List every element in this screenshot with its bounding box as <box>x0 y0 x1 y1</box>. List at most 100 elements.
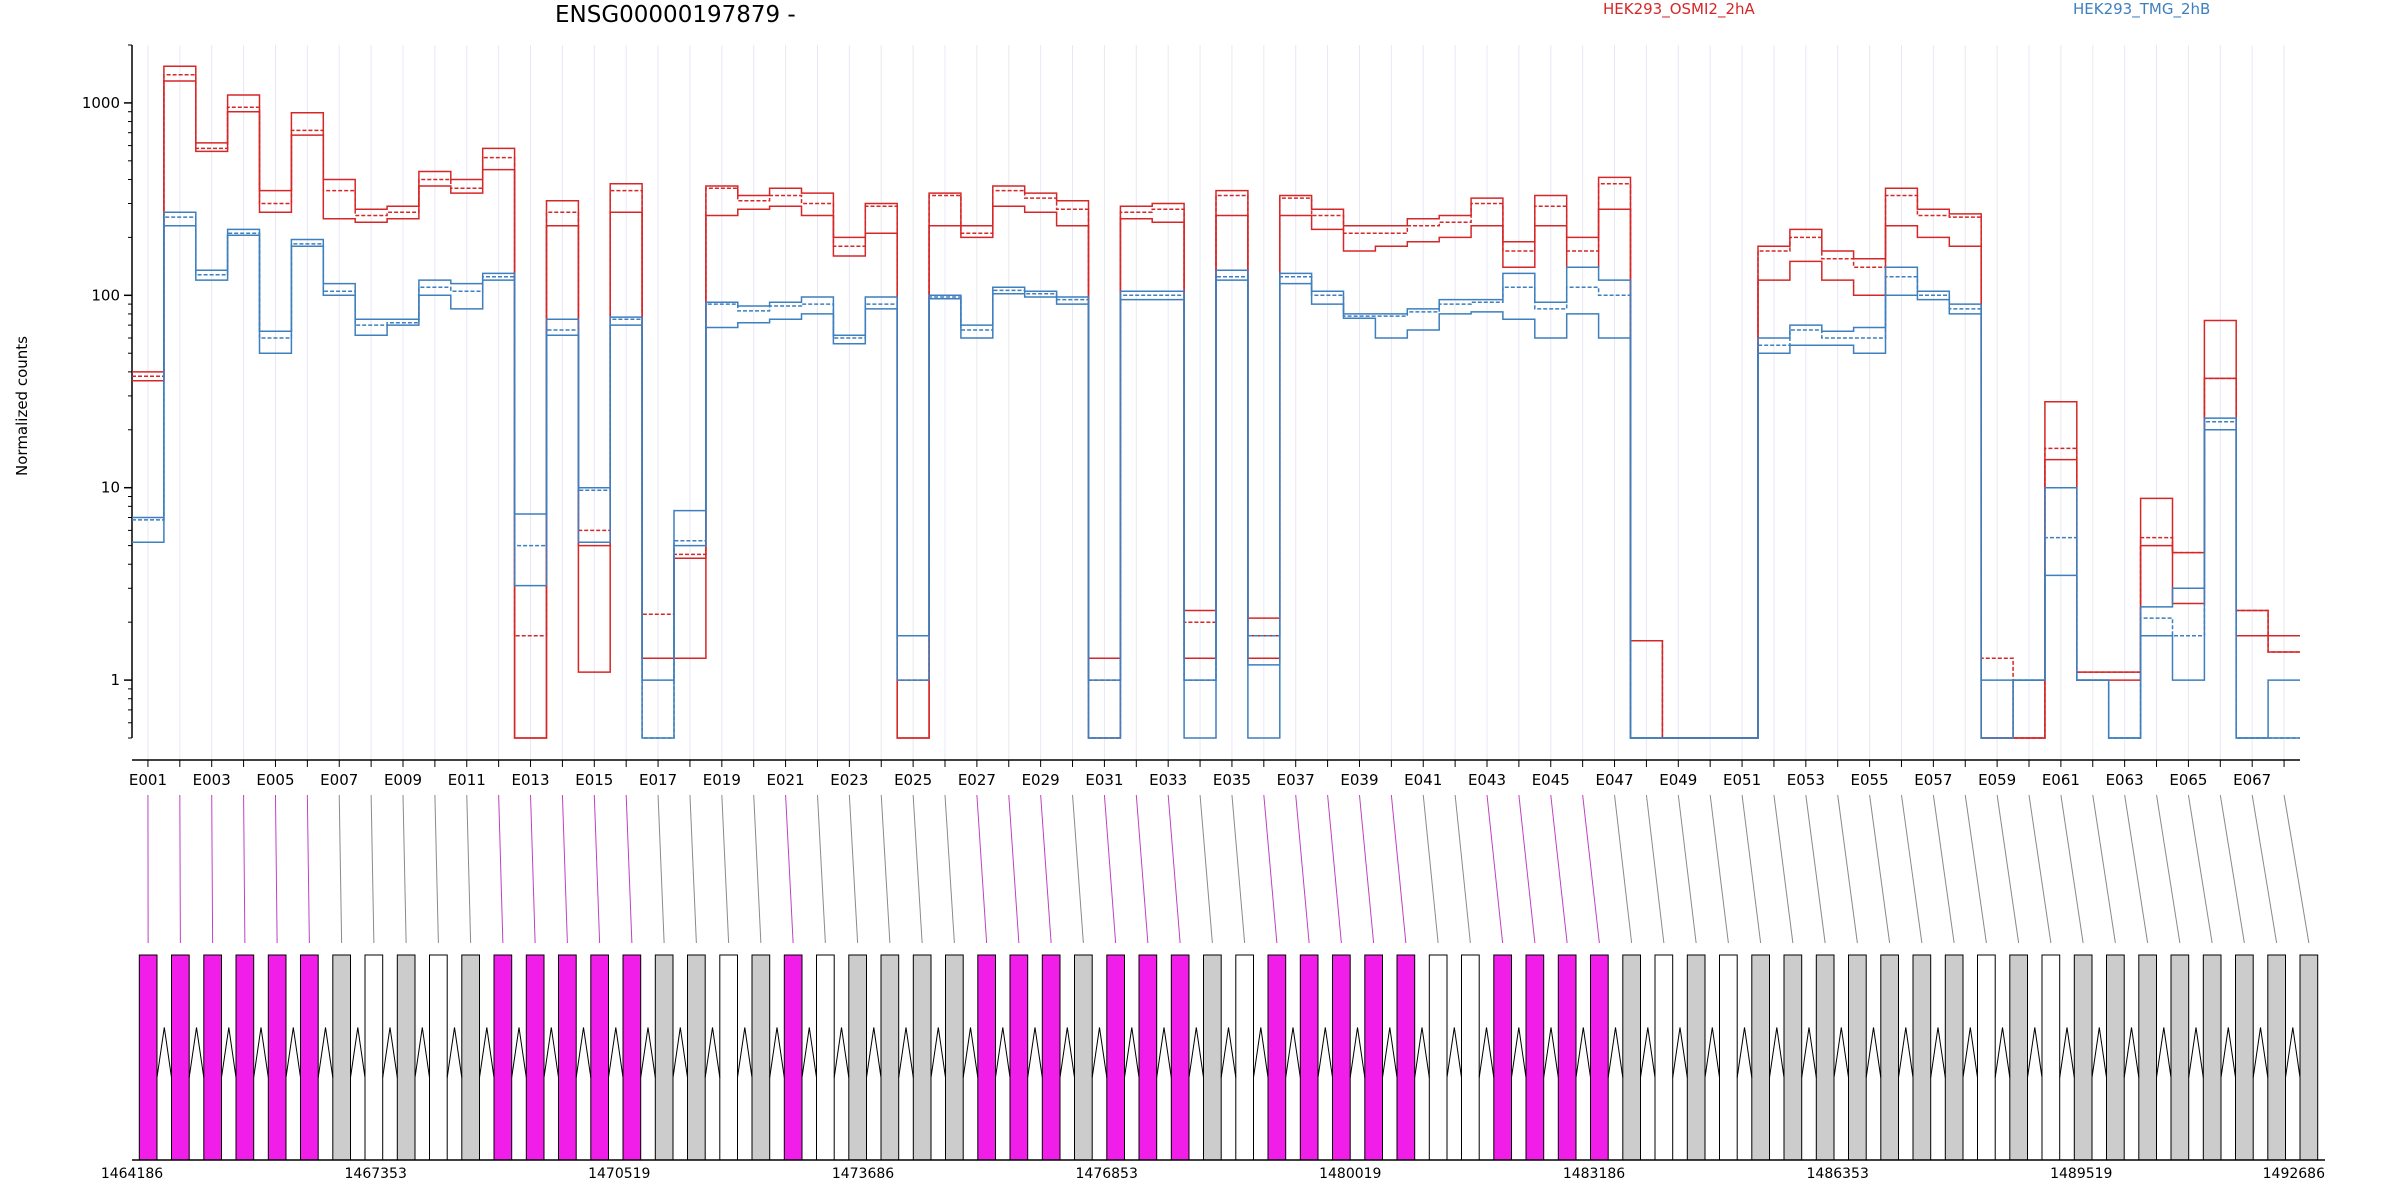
intron-line <box>1736 1027 1753 1078</box>
exon-connector <box>1008 794 1020 944</box>
intron-line <box>801 1027 817 1078</box>
exon-connector <box>1741 794 1762 944</box>
series-line <box>132 216 2300 739</box>
gene-exon-box <box>1299 954 1319 1161</box>
gene-exon-box <box>1977 954 1996 1161</box>
gene-exon-box <box>848 954 867 1161</box>
gene-exon-box <box>2138 954 2158 1161</box>
gene-exon-box <box>590 954 609 1161</box>
x-tick-label: E015 <box>575 771 613 789</box>
x-tick-label: E057 <box>1914 771 1952 789</box>
exon-connector <box>1518 794 1536 944</box>
gene-exon-box <box>493 954 513 1161</box>
exon-connector <box>1805 794 1826 944</box>
intron-line <box>2252 1027 2269 1078</box>
gene-exon-box <box>687 954 706 1161</box>
exon-connector <box>1295 794 1310 944</box>
gene-exon-box <box>1719 954 1738 1161</box>
intron-line <box>898 1027 914 1078</box>
exon-connector <box>1869 794 1891 944</box>
intron-line <box>511 1027 527 1078</box>
exon-connector <box>2124 794 2149 944</box>
genomic-coordinate-label: 1464186 <box>101 1166 163 1182</box>
x-tick-label: E045 <box>1532 771 1570 789</box>
exon-connector <box>466 794 472 944</box>
x-tick-label: E023 <box>830 771 868 789</box>
gene-exon-box <box>1235 954 1255 1161</box>
exon-connector <box>1358 794 1375 944</box>
genomic-coordinate-label: 1470519 <box>588 1166 650 1182</box>
intron-line <box>2059 1027 2075 1078</box>
intron-line <box>1253 1027 1269 1078</box>
exon-gridlines <box>147 45 2285 760</box>
x-tick-label: E067 <box>2233 771 2271 789</box>
intron-line <box>2220 1027 2236 1078</box>
intron-line <box>769 1027 785 1078</box>
gene-exon-box <box>1267 954 1287 1161</box>
genomic-coordinate-label: 1489519 <box>2050 1166 2112 1182</box>
x-tick-label: E011 <box>448 771 486 789</box>
exon-connector <box>1199 794 1213 944</box>
intron-line <box>1349 1027 1366 1078</box>
gene-model: 1464186 1467353 1470519 1473686 1476853 14800… <box>101 954 2325 1182</box>
y-axis-label: Normalized counts <box>13 336 31 476</box>
exon-connector <box>2251 794 2278 944</box>
intron-line <box>704 1027 721 1078</box>
gene-exon-box <box>171 954 190 1161</box>
gene-exon-box <box>396 954 416 1161</box>
intron-line <box>962 1027 979 1078</box>
exon-connector <box>2187 794 2213 944</box>
intron-line <box>382 1027 398 1078</box>
gene-exon-box <box>2041 954 2061 1161</box>
gene-exon-box <box>719 954 738 1161</box>
intron-line <box>2285 1027 2301 1078</box>
intron-line <box>188 1027 205 1078</box>
exon-connector <box>1550 794 1568 944</box>
gene-exon-box <box>1428 954 1448 1161</box>
intron-line <box>930 1027 946 1078</box>
gene-exon-box <box>751 954 771 1161</box>
exon-connector <box>1837 794 1858 944</box>
gene-exon-box <box>880 954 900 1161</box>
intron-line <box>350 1027 366 1078</box>
gene-exon-box <box>1848 954 1867 1161</box>
exon-connector <box>625 794 633 944</box>
exon-connector <box>689 794 697 944</box>
y-tick-label: 1 <box>110 671 120 689</box>
exon-connector <box>1582 794 1600 944</box>
intron-line <box>1382 1027 1398 1078</box>
gene-exon-box <box>267 954 287 1161</box>
intron-line <box>2123 1027 2140 1078</box>
x-tick-label: E055 <box>1851 771 1889 789</box>
exon-connector <box>402 794 407 944</box>
exon-connector <box>1263 794 1278 944</box>
gene-exon-box <box>1557 954 1577 1161</box>
exon-connector <box>1709 794 1729 944</box>
exon-connector <box>211 794 214 944</box>
x-tick-label: E035 <box>1213 771 1251 789</box>
gene-exon-box <box>977 954 996 1161</box>
series-line <box>132 224 2300 739</box>
exon-connector <box>976 794 988 944</box>
gene-exon-box <box>558 954 577 1161</box>
exon-connector <box>880 794 891 944</box>
exon-connector <box>1454 794 1471 944</box>
intron-line <box>1833 1027 1849 1078</box>
chart-title: ENSG00000197879 - <box>555 2 796 28</box>
x-tick-label: E009 <box>384 771 422 789</box>
gene-exon-box <box>945 954 964 1161</box>
exon-connector <box>785 794 794 944</box>
exon-connector <box>1932 794 1955 944</box>
intron-line <box>608 1027 624 1078</box>
intron-line <box>1801 1027 1817 1078</box>
gene-exon-box <box>2170 954 2190 1161</box>
x-tick-label: E039 <box>1340 771 1378 789</box>
gene-exon-box <box>1203 954 1222 1161</box>
exon-connector <box>1422 794 1439 944</box>
x-tick-label: E017 <box>639 771 677 789</box>
intron-line <box>1543 1027 1559 1078</box>
x-tick-label: E031 <box>1085 771 1123 789</box>
x-tick-label: E027 <box>958 771 996 789</box>
gene-exon-box <box>525 954 545 1161</box>
exon-connector <box>1040 794 1052 944</box>
